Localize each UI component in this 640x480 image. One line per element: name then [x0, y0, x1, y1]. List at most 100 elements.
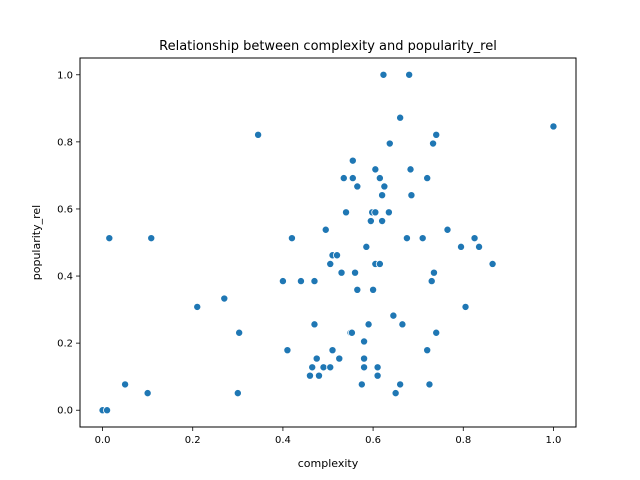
data-point [353, 182, 362, 191]
data-point [380, 182, 389, 191]
data-point [337, 268, 346, 277]
data-point [353, 285, 362, 294]
data-point [193, 302, 202, 311]
data-point [389, 311, 398, 320]
data-point [310, 277, 319, 286]
y-tick-label: 0.2 [57, 339, 73, 350]
data-point [488, 259, 497, 268]
chart-title: Relationship between complexity and popu… [159, 39, 497, 54]
plot-area-frame [79, 57, 577, 428]
data-point [457, 242, 466, 251]
data-point [362, 242, 371, 251]
data-point [396, 380, 405, 389]
x-tick-label: 0.6 [365, 435, 381, 446]
data-point [432, 328, 441, 337]
data-point [348, 156, 357, 165]
data-point [396, 113, 405, 122]
data-point [339, 174, 348, 183]
data-point [373, 371, 382, 380]
data-point [305, 371, 314, 380]
data-point [333, 251, 342, 260]
data-point [328, 346, 337, 355]
data-point [233, 389, 242, 398]
data-point [105, 234, 114, 243]
data-point [121, 380, 130, 389]
data-point [369, 285, 378, 294]
data-point [254, 130, 263, 139]
data-point [443, 225, 452, 234]
data-point [371, 208, 380, 217]
data-point [366, 217, 375, 226]
data-point [379, 70, 388, 79]
y-tick-label: 0.4 [57, 272, 73, 283]
data-point [384, 208, 393, 217]
data-point [423, 346, 432, 355]
data-point [357, 380, 366, 389]
data-point [461, 302, 470, 311]
data-point [429, 268, 438, 277]
data-point [296, 277, 305, 286]
data-point [407, 191, 416, 200]
data-point [348, 174, 357, 183]
data-point [432, 130, 441, 139]
y-tick-label: 0.8 [57, 137, 73, 148]
data-point [347, 328, 356, 337]
data-point [364, 320, 373, 329]
data-point [429, 139, 438, 148]
data-point [326, 259, 335, 268]
data-point [335, 354, 344, 363]
data-point [283, 346, 292, 355]
data-point [470, 234, 479, 243]
data-point [319, 363, 328, 372]
y-axis: 0.0 0.2 0.4 0.6 0.8 1.0 [57, 70, 80, 417]
data-point [143, 389, 152, 398]
x-axis: 0.0 0.2 0.4 0.6 0.8 1.0 [95, 427, 562, 446]
data-point [360, 354, 369, 363]
data-point [220, 294, 229, 303]
data-point [378, 191, 387, 200]
data-point [351, 268, 360, 277]
data-point [385, 139, 394, 148]
data-point [310, 320, 319, 329]
x-tick-label: 0.4 [275, 435, 291, 446]
data-point [235, 328, 244, 337]
data-point [375, 174, 384, 183]
data-point [375, 259, 384, 268]
data-point [360, 337, 369, 346]
points-layer [98, 70, 558, 415]
data-point [312, 354, 321, 363]
data-point [406, 165, 415, 174]
data-point [402, 234, 411, 243]
y-tick-label: 0.0 [57, 406, 73, 417]
data-point [326, 363, 335, 372]
data-point [314, 371, 323, 380]
data-point [373, 363, 382, 372]
data-point [398, 320, 407, 329]
x-tick-label: 0.2 [185, 435, 201, 446]
y-tick-label: 1.0 [57, 70, 73, 81]
y-axis-label: popularity_rel [30, 205, 43, 280]
x-tick-label: 0.8 [455, 435, 471, 446]
x-tick-label: 1.0 [546, 435, 562, 446]
data-point [342, 208, 351, 217]
data-point [287, 234, 296, 243]
data-point [549, 122, 558, 131]
data-point [103, 406, 112, 415]
data-point [391, 389, 400, 398]
data-point [418, 234, 427, 243]
data-point [278, 277, 287, 286]
x-axis-label: complexity [298, 457, 359, 470]
x-tick-label: 0.0 [95, 435, 111, 446]
data-point [360, 363, 369, 372]
data-point [321, 225, 330, 234]
y-tick-label: 0.6 [57, 204, 73, 215]
data-point [423, 174, 432, 183]
data-point [371, 165, 380, 174]
data-point [475, 242, 484, 251]
data-point [378, 217, 387, 226]
data-point [425, 380, 434, 389]
data-point [308, 363, 317, 372]
data-point [405, 70, 414, 79]
data-point [427, 277, 436, 286]
